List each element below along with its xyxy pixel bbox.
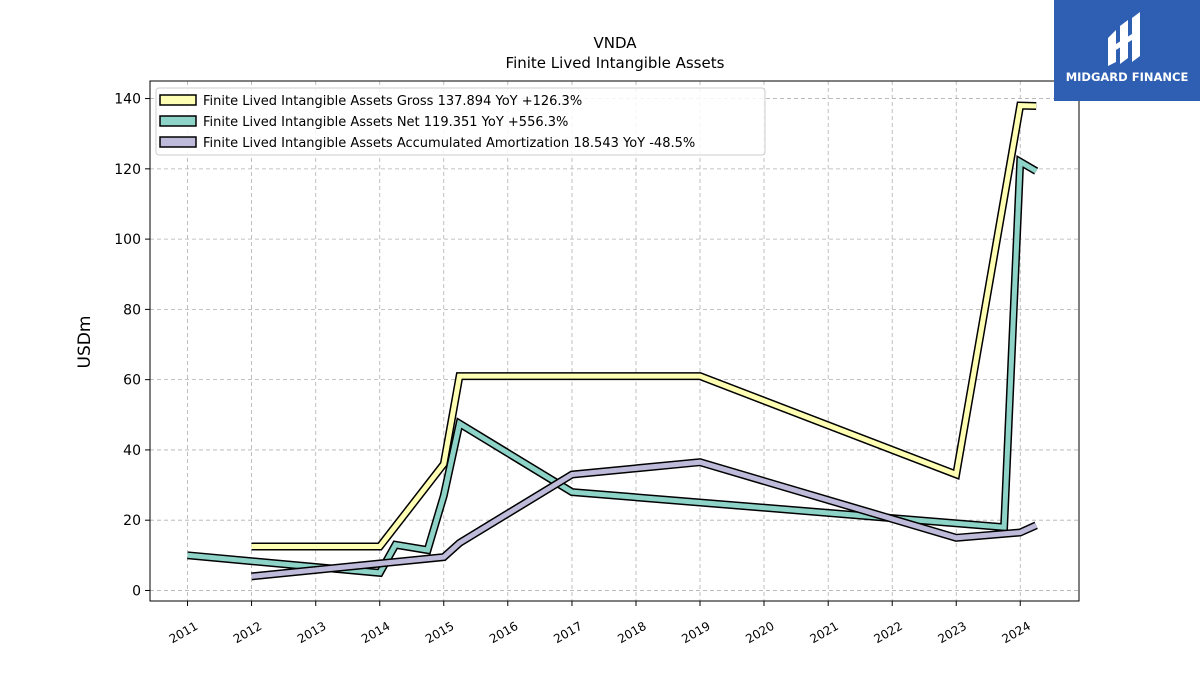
x-tick-label: 2023 xyxy=(936,619,969,646)
x-tick-label: 2019 xyxy=(679,619,712,646)
x-tick-label: 2018 xyxy=(615,619,648,646)
chart-title: VNDA xyxy=(593,34,637,52)
legend: Finite Lived Intangible Assets Gross 137… xyxy=(155,87,766,156)
series-line-1 xyxy=(251,103,1037,549)
legend-swatch xyxy=(159,94,197,106)
x-tick-label: 2022 xyxy=(871,619,904,646)
y-tick-label: 100 xyxy=(114,232,141,248)
y-tick-label: 80 xyxy=(123,302,141,318)
brand-name: MIDGARD FINANCE xyxy=(1065,70,1189,84)
y-tick-label: 140 xyxy=(114,92,141,108)
chart-subtitle: Finite Lived Intangible Assets xyxy=(506,54,725,72)
y-tick-label: 40 xyxy=(123,443,141,459)
legend-frame xyxy=(155,87,766,156)
legend-swatch xyxy=(159,136,197,148)
x-tick-label: 2020 xyxy=(743,619,776,646)
y-axis-label: USDm xyxy=(75,316,95,369)
x-tick-label: 2013 xyxy=(295,619,328,646)
brand-logo: MIDGARD FINANCE xyxy=(1054,0,1200,101)
y-tick-label: 20 xyxy=(123,513,141,529)
y-tick-label: 120 xyxy=(114,162,141,178)
series-lines xyxy=(187,101,1039,581)
x-axis: 2011 2012 2013 2014 2015 2016 2017 2018 2019 2020… xyxy=(167,601,1033,646)
plot-frame xyxy=(149,80,1080,602)
legend-swatch xyxy=(159,115,197,127)
x-tick-label: 2015 xyxy=(423,619,456,646)
x-tick-label: 2024 xyxy=(1000,619,1033,646)
midgard-logo-icon xyxy=(1108,12,1140,66)
series-line-3 xyxy=(251,459,1038,579)
x-tick-label: 2012 xyxy=(231,619,264,646)
x-tick-label: 2021 xyxy=(807,619,840,646)
x-tick-label: 2014 xyxy=(359,619,392,646)
x-tick-label: 2011 xyxy=(167,619,200,646)
legend-label: Finite Lived Intangible Assets Net 119.3… xyxy=(203,115,568,130)
legend-label: Finite Lived Intangible Assets Accumulat… xyxy=(203,136,695,151)
series-outline-1 xyxy=(251,101,1037,551)
series-line-2 xyxy=(187,157,1038,576)
y-tick-label: 60 xyxy=(123,373,141,389)
y-axis: 0 20 40 60 80 100 120 140 xyxy=(114,92,150,599)
x-tick-label: 2016 xyxy=(487,619,520,646)
y-tick-label: 0 xyxy=(132,583,141,599)
x-tick-label: 2017 xyxy=(551,619,584,646)
legend-label: Finite Lived Intangible Assets Gross 137… xyxy=(203,94,582,109)
series-outline-2 xyxy=(187,155,1039,578)
